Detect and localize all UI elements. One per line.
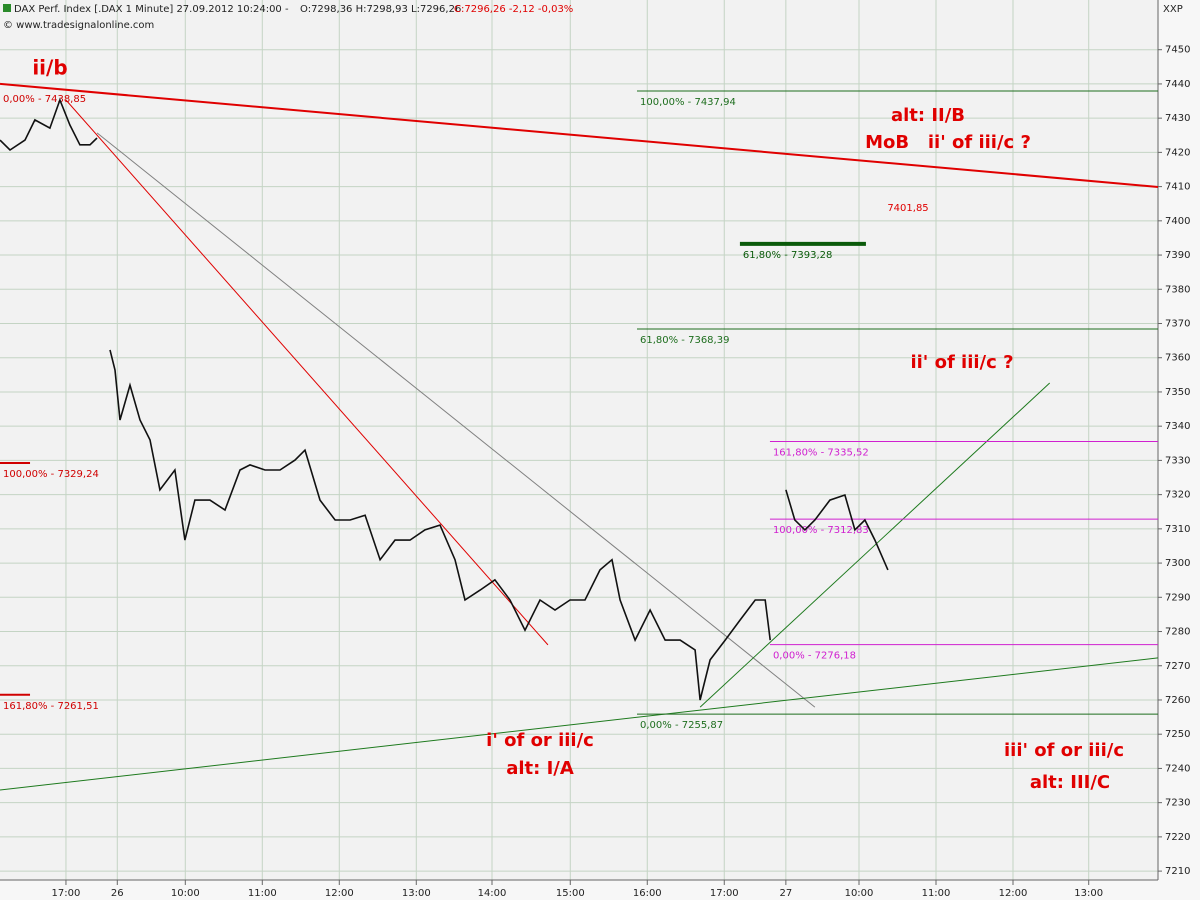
x-tick-label: 14:00 — [478, 888, 507, 899]
wave-annotation: i' of or iii/c — [486, 730, 594, 751]
y-tick-label: 7330 — [1165, 455, 1190, 466]
x-tick-label: 11:00 — [922, 888, 951, 899]
close-change: C:7296,26 -2,12 -0,03% — [454, 4, 573, 15]
y-tick-label: 7210 — [1165, 866, 1190, 877]
y-tick-label: 7350 — [1165, 387, 1190, 398]
fib-label: 0,00% - 7276,18 — [773, 651, 856, 662]
fib-label: 161,80% - 7335,52 — [773, 448, 869, 459]
y-tick-label: 7400 — [1165, 216, 1190, 227]
y-tick-label: 7220 — [1165, 832, 1190, 843]
chart-title: DAX Perf. Index [.DAX 1 Minute] 27.09.20… — [14, 4, 289, 15]
y-tick-label: 7420 — [1165, 147, 1190, 158]
source: © www.tradesignalonline.com — [3, 20, 154, 31]
x-tick-label: 15:00 — [556, 888, 585, 899]
fib-label: 0,00% - 7438,85 — [3, 94, 86, 105]
fib-label: 61,80% - 7368,39 — [640, 335, 729, 346]
y-tick-label: 7360 — [1165, 353, 1190, 364]
fib-label: 61,80% - 7393,28 — [743, 250, 832, 261]
y-tick-label: 7240 — [1165, 763, 1190, 774]
wave-annotation: 7401,85 — [887, 203, 928, 214]
y-tick-label: 7440 — [1165, 79, 1190, 90]
trendline — [65, 99, 549, 646]
wave-annotation: alt: I/A — [506, 758, 574, 779]
y-tick-label: 7230 — [1165, 798, 1190, 809]
y-tick-label: 7340 — [1165, 421, 1190, 432]
trendline — [0, 82, 1159, 188]
price-line — [0, 97, 889, 701]
trendline — [96, 132, 816, 708]
x-tick-label: 10:00 — [845, 888, 874, 899]
wave-annotation: iii' of or iii/c — [1004, 740, 1124, 761]
y-tick-label: 7450 — [1165, 45, 1190, 56]
x-tick-label: 11:00 — [248, 888, 277, 899]
y-tick-label: 7290 — [1165, 592, 1190, 603]
trendline — [0, 657, 1159, 791]
corner-label: XXP — [1163, 4, 1183, 15]
x-tick-label: 17:00 — [52, 888, 81, 899]
y-tick-label: 7370 — [1165, 319, 1190, 330]
x-tick-label: 26 — [111, 888, 124, 899]
trendline — [699, 382, 1051, 708]
y-tick-label: 7250 — [1165, 729, 1190, 740]
y-tick-label: 7390 — [1165, 250, 1190, 261]
fib-label: 161,80% - 7261,51 — [3, 701, 99, 712]
wave-annotation: MoB ii' of iii/c ? — [865, 132, 1031, 153]
y-tick-label: 7260 — [1165, 695, 1190, 706]
x-tick-label: 13:00 — [402, 888, 431, 899]
fib-label: 100,00% - 7312,83 — [773, 525, 869, 536]
plot-area — [0, 0, 1158, 880]
wave-annotation: ii' of iii/c ? — [910, 352, 1013, 373]
y-tick-label: 7300 — [1165, 558, 1190, 569]
x-tick-label: 17:00 — [710, 888, 739, 899]
x-tick-label: 12:00 — [325, 888, 354, 899]
y-tick-label: 7280 — [1165, 627, 1190, 638]
title-icon — [3, 4, 11, 12]
wave-annotation: alt: III/C — [1030, 772, 1110, 793]
x-tick-label: 10:00 — [171, 888, 200, 899]
x-tick-label: 12:00 — [999, 888, 1028, 899]
wave-annotation: alt: II/B — [891, 105, 965, 126]
x-tick-label: 16:00 — [633, 888, 662, 899]
y-tick-label: 7310 — [1165, 524, 1190, 535]
y-tick-label: 7430 — [1165, 113, 1190, 124]
grid — [0, 0, 1158, 880]
y-tick-label: 7320 — [1165, 490, 1190, 501]
y-tick-label: 7270 — [1165, 661, 1190, 672]
y-tick-label: 7410 — [1165, 182, 1190, 193]
wave-annotation: ii/b — [32, 56, 67, 80]
fib-label: 0,00% - 7255,87 — [640, 720, 723, 731]
x-tick-label: 13:00 — [1074, 888, 1103, 899]
fib-label: 100,00% - 7329,24 — [3, 469, 99, 480]
x-tick-label: 27 — [779, 888, 792, 899]
ohlc: O:7298,36 H:7298,93 L:7296,26 — [300, 4, 461, 15]
fib-label: 100,00% - 7437,94 — [640, 97, 736, 108]
y-tick-label: 7380 — [1165, 284, 1190, 295]
